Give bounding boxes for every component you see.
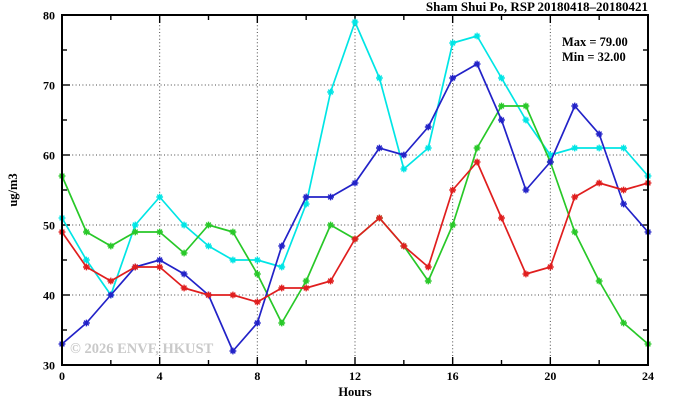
- x-axis-label: Hours: [338, 385, 371, 399]
- series-lines: [58, 18, 652, 355]
- series-blue: [58, 60, 652, 355]
- x-tick-label-8: 8: [254, 369, 260, 383]
- x-tick-labels: 0 4 8 12 16 20 24: [59, 369, 654, 383]
- y-tick-labels: 30 40 50 60 70 80: [43, 9, 55, 373]
- y-tick-label-70: 70: [43, 79, 55, 93]
- x-tick-label-20: 20: [544, 369, 556, 383]
- x-tick-label-16: 16: [447, 369, 459, 383]
- max-annotation: Max = 79.00: [562, 35, 628, 49]
- y-tick-label-60: 60: [43, 149, 55, 163]
- y-tick-label-80: 80: [43, 9, 55, 23]
- x-tick-label-4: 4: [157, 369, 163, 383]
- chart-title: Sham Shui Po, RSP 20180418–20180421: [426, 0, 648, 14]
- series-red: [58, 158, 652, 306]
- y-tick-label-30: 30: [43, 359, 55, 373]
- watermark: © 2026 ENVF, HKUST: [70, 341, 214, 357]
- plot-border: [61, 14, 649, 366]
- y-tick-label-40: 40: [43, 289, 55, 303]
- x-tick-label-24: 24: [642, 369, 654, 383]
- y-axis-label: ug/m3: [6, 173, 20, 206]
- gridlines: [62, 15, 648, 365]
- x-tick-label-12: 12: [349, 369, 361, 383]
- y-tick-label-50: 50: [43, 219, 55, 233]
- min-annotation: Min = 32.00: [562, 50, 626, 64]
- x-tick-label-0: 0: [59, 369, 65, 383]
